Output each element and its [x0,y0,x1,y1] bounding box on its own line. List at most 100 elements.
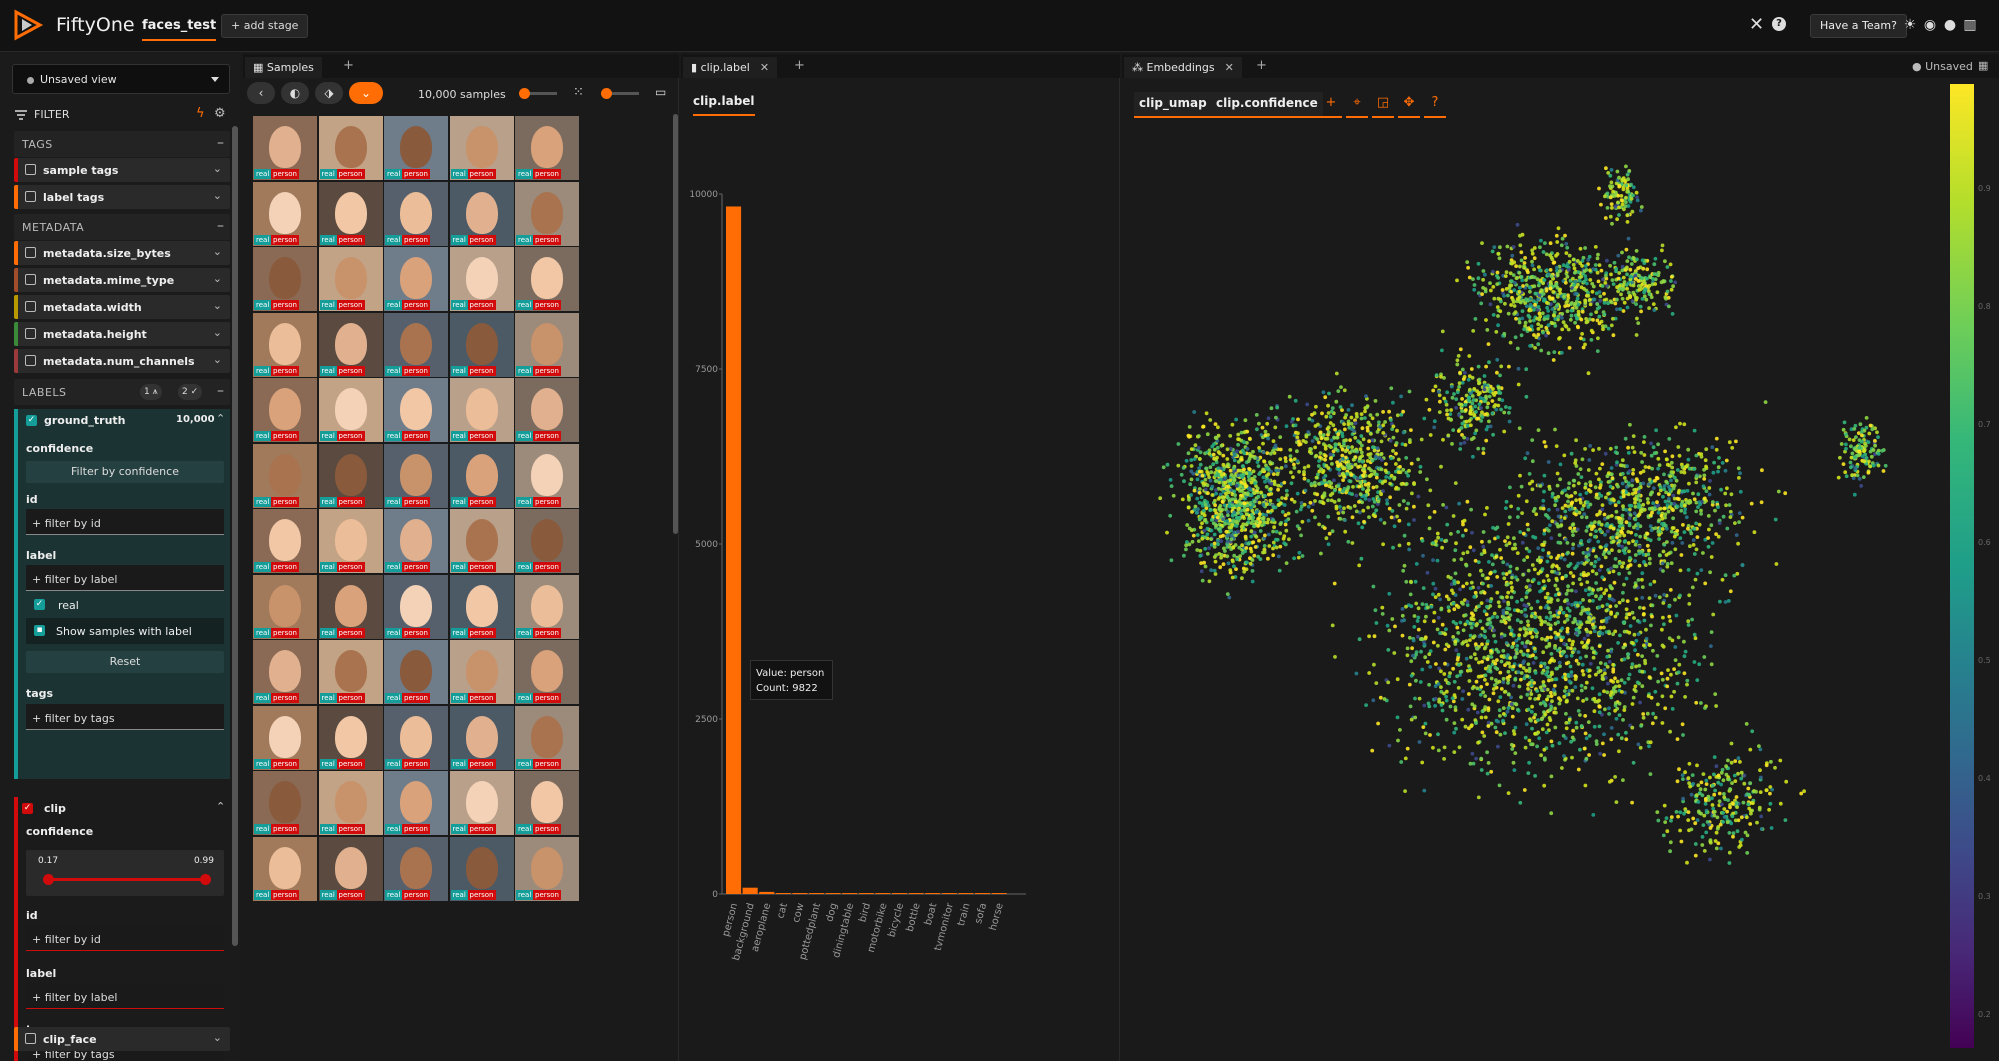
embedding-point[interactable] [1370,458,1375,463]
embedding-point[interactable] [1548,617,1552,622]
embedding-point[interactable] [1621,645,1626,650]
embedding-point[interactable] [1593,520,1597,524]
embedding-point[interactable] [1505,244,1510,249]
embedding-point[interactable] [1340,457,1345,461]
embedding-point[interactable] [1465,603,1470,607]
embedding-point[interactable] [1528,696,1532,701]
embedding-point[interactable] [1643,661,1648,666]
embedding-point[interactable] [1701,551,1705,555]
embedding-point[interactable] [1516,506,1521,511]
embedding-point[interactable] [1187,542,1192,547]
embedding-point[interactable] [1611,662,1615,667]
have-a-team-button[interactable]: Have a Team? [1810,14,1907,38]
embedding-point[interactable] [1692,467,1696,471]
embedding-point[interactable] [1597,477,1601,482]
embedding-point[interactable] [1522,788,1527,792]
embedding-point[interactable] [1452,581,1457,586]
embedding-point[interactable] [1571,639,1575,644]
embedding-point[interactable] [1565,699,1569,704]
embedding-point[interactable] [1558,605,1563,610]
embedding-point[interactable] [1633,559,1637,563]
embedding-point[interactable] [1213,488,1218,492]
embedding-point[interactable] [1312,480,1317,485]
embedding-point[interactable] [1627,503,1632,508]
embedding-point[interactable] [1776,489,1781,494]
embedding-point[interactable] [1465,550,1470,555]
embedding-point[interactable] [1659,513,1664,518]
embedding-point[interactable] [1337,471,1342,476]
embedding-point[interactable] [1496,323,1500,328]
embedding-point[interactable] [1531,318,1536,323]
embedding-point[interactable] [1557,701,1562,706]
embedding-point[interactable] [1532,333,1536,337]
embedding-point[interactable] [1640,669,1645,674]
embedding-point[interactable] [1548,286,1553,290]
embedding-point[interactable] [1423,655,1428,660]
embedding-point[interactable] [1401,499,1406,503]
embedding-point[interactable] [1702,473,1707,478]
embedding-point[interactable] [1427,652,1432,657]
embedding-point[interactable] [1263,429,1268,434]
embedding-point[interactable] [1565,245,1570,250]
embedding-point[interactable] [1581,255,1586,260]
embedding-point[interactable] [1472,634,1477,639]
embedding-point[interactable] [1694,480,1699,485]
embedding-point[interactable] [1205,551,1210,556]
embedding-point[interactable] [1620,513,1625,518]
embedding-point[interactable] [1707,527,1711,532]
embedding-point[interactable] [1216,450,1221,454]
embedding-point[interactable] [1613,689,1618,694]
embedding-point[interactable] [1594,742,1599,746]
embedding-point[interactable] [1367,474,1372,478]
embedding-point[interactable] [1683,510,1687,515]
embedding-point[interactable] [1546,460,1551,464]
embedding-point[interactable] [1615,531,1620,536]
embedding-point[interactable] [1567,253,1572,258]
embedding-point[interactable] [1319,551,1323,556]
embedding-point[interactable] [1504,641,1509,645]
embedding-point[interactable] [1439,537,1444,542]
embedding-point[interactable] [1361,437,1366,442]
embedding-point[interactable] [1479,590,1483,595]
embedding-point[interactable] [1548,268,1553,272]
embedding-point[interactable] [1642,618,1647,623]
embedding-point[interactable] [1353,418,1357,423]
embedding-point[interactable] [1569,673,1574,678]
embedding-point[interactable] [1734,533,1739,537]
embedding-point[interactable] [1376,490,1380,495]
embedding-point[interactable] [1546,309,1551,313]
embedding-point[interactable] [1569,313,1574,318]
embedding-point[interactable] [1615,451,1619,455]
embedding-point[interactable] [1752,530,1757,535]
embedding-point[interactable] [1476,276,1481,281]
embedding-point[interactable] [1592,709,1597,714]
embedding-point[interactable] [1506,602,1511,607]
embedding-point[interactable] [1532,246,1537,250]
embedding-point[interactable] [1457,745,1462,750]
embedding-point[interactable] [1336,432,1341,437]
embedding-point[interactable] [1195,533,1200,537]
embedding-point[interactable] [1320,481,1325,486]
embedding-point[interactable] [1314,404,1318,409]
embedding-point[interactable] [1330,406,1335,410]
embedding-point[interactable] [1493,536,1497,541]
embedding-point[interactable] [1519,620,1523,624]
embedding-point[interactable] [1422,642,1427,647]
embedding-point[interactable] [1357,637,1362,642]
embedding-point[interactable] [1432,619,1436,624]
embedding-point[interactable] [1523,456,1528,461]
embedding-point[interactable] [1603,324,1608,329]
embedding-point[interactable] [1692,552,1697,556]
embedding-point[interactable] [1217,512,1221,517]
embedding-point[interactable] [1283,459,1288,464]
embedding-point[interactable] [1453,548,1458,553]
embedding-point[interactable] [1653,715,1658,720]
embedding-point[interactable] [1227,490,1231,495]
embedding-point[interactable] [1479,685,1484,689]
histogram-field-selector[interactable]: clip.label [693,94,755,116]
embedding-point[interactable] [1251,449,1255,454]
embedding-point[interactable] [1350,541,1355,545]
embedding-point[interactable] [1519,695,1523,699]
embedding-point[interactable] [1206,491,1210,496]
embedding-point[interactable] [1557,592,1561,597]
